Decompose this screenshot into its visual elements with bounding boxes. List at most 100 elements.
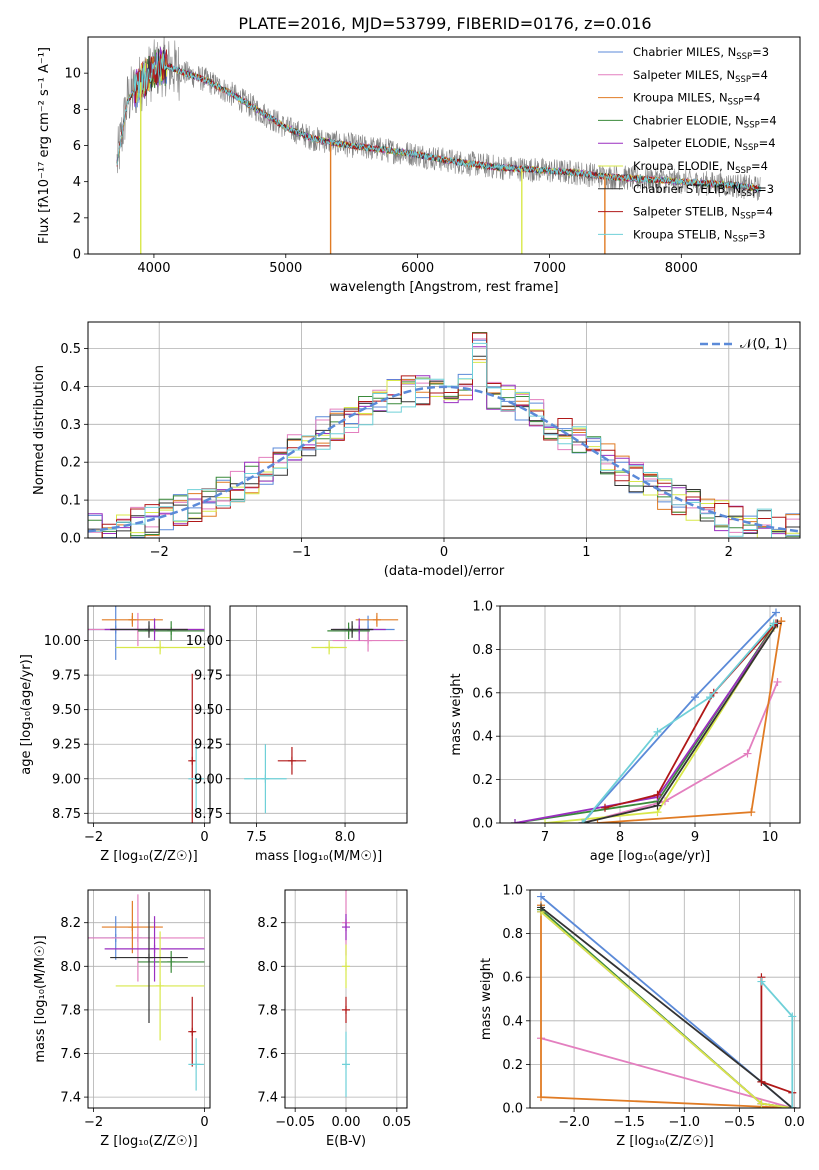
x-tick-label: 7.5 [246,830,267,845]
plot-area [88,892,205,1091]
y-tick-label: 0.4 [502,1014,523,1029]
legend-value: =3 [757,182,774,196]
data-point-marker [145,953,153,962]
legend-value: =4 [756,205,773,219]
x-tick-label: 0 [200,830,208,845]
panel-spectrum: 4000 5000 6000 7000 8000 0 2 4 6 8 10 wavelength [A… [37,36,801,295]
data-point-marker [145,625,153,634]
legend-label: Salpeter ELODIE, NSSP=4 [633,136,776,153]
y-tick-label: 0.2 [60,456,81,471]
y-tick-label: 4 [73,175,81,190]
data-point-marker [128,615,137,624]
x-tick-label: −0.05 [275,1115,315,1130]
plot-area [88,606,205,823]
plot-area [342,890,350,1098]
y-tick-label: 0.2 [472,773,493,788]
data-point-marker [188,756,197,765]
legend-label: Kroupa STELIB, NSSP=3 [633,227,765,244]
y-tick-label: 8.75 [194,807,223,822]
data-point-marker [133,933,142,942]
legend-value: =3 [748,227,765,241]
data-point-marker [167,626,176,635]
x-tick-label: −2 [84,830,103,845]
series-marker [757,1077,766,1086]
y-tick-label: 9.50 [52,703,81,718]
legend-label: Chabrier MILES, NSSP=3 [633,45,769,62]
x-tick-label: 8 [616,830,624,845]
y-tick-label: 1.0 [472,600,493,615]
series-marker [773,677,782,686]
x-tick-label: −1 [292,545,311,560]
axes-frame [499,605,801,824]
y-tick-label: 0.4 [60,380,81,395]
y-tick-label: 7.6 [60,1047,81,1062]
y-tick-label: 9.75 [194,669,223,684]
series-line-kroupa-stelib [760,981,794,1108]
series-marker [653,790,662,799]
y-tick-label: 9.75 [52,669,81,684]
x-tick-label: −2 [150,545,169,560]
series-marker [788,1104,797,1108]
y-tick-label: 9.00 [52,772,81,787]
y-tick-label: 0.5 [60,342,81,357]
x-tick-label: 4000 [137,261,170,276]
data-point-marker [342,923,350,932]
axes-frame [87,321,801,539]
y-tick-label: 10.00 [186,634,223,649]
series-line-kroupa-stelib [581,622,775,823]
series-marker [706,693,714,702]
axes-frame [529,889,801,1109]
y-tick-label: 7.4 [257,1091,278,1106]
series-marker [788,1012,797,1021]
data-point-marker [261,774,270,783]
x-tick-label: 10 [762,830,779,845]
legend-subscript: SSP [743,143,759,153]
y-tick-label: 7.8 [60,1003,81,1018]
y-tick-label: 8.75 [52,807,81,822]
plot-area [88,332,800,538]
plot-area [537,892,797,1108]
plot-area [116,37,761,254]
x-tick-label: −2.0 [558,1115,590,1130]
data-point-marker [192,774,201,783]
legend-label: Chabrier STELIB, NSSP=3 [633,182,774,199]
data-point-marker [188,1027,197,1036]
data-point-marker [150,944,159,953]
series-marker [653,727,662,736]
y-tick-label: 7.6 [257,1047,278,1062]
y-tick-label: 8.2 [257,916,278,931]
y-axis-label: mass weight [449,673,464,755]
y-tick-label: 9.25 [52,738,81,753]
y-tick-label: 10 [64,67,81,82]
y-tick-label: 0.0 [502,1102,523,1117]
normal-reference-curve [88,385,800,533]
x-tick-label: 0.0 [784,1115,805,1130]
x-tick-label: 8000 [665,261,698,276]
legend-subscript: SSP [728,98,744,108]
x-axis-label: wavelength [Angstrom, rest frame] [330,280,559,295]
y-tick-label: 10.00 [44,634,81,649]
y-axis-label: Normed distribution [32,365,47,495]
x-tick-label: 7000 [533,261,566,276]
x-tick-label: −2 [84,1115,103,1130]
y-tick-label: 7.8 [257,1003,278,1018]
series-marker [743,749,752,758]
data-point-marker [342,1060,350,1069]
series-line-salpeter-miles [582,681,779,823]
legend-label: Chabrier ELODIE, NSSP=4 [633,113,777,130]
data-point-marker [364,636,373,645]
data-point-marker [287,756,296,765]
legend-value: =4 [759,136,776,150]
x-tick-label: 8.0 [335,830,356,845]
series-marker [653,801,662,810]
legend-subscript: SSP [740,212,756,222]
legend-value: =4 [743,91,760,105]
data-point-marker [192,1060,201,1069]
data-point-marker [167,957,176,966]
y-tick-label: 2 [73,211,81,226]
x-axis-label: Z [log₁₀(Z/Z☉)] [100,849,197,864]
y-tick-label: 0.3 [60,418,81,433]
legend-label: Salpeter MILES, NSSP=4 [633,68,768,85]
data-point-marker [342,962,350,971]
x-tick-label: 7 [541,830,549,845]
